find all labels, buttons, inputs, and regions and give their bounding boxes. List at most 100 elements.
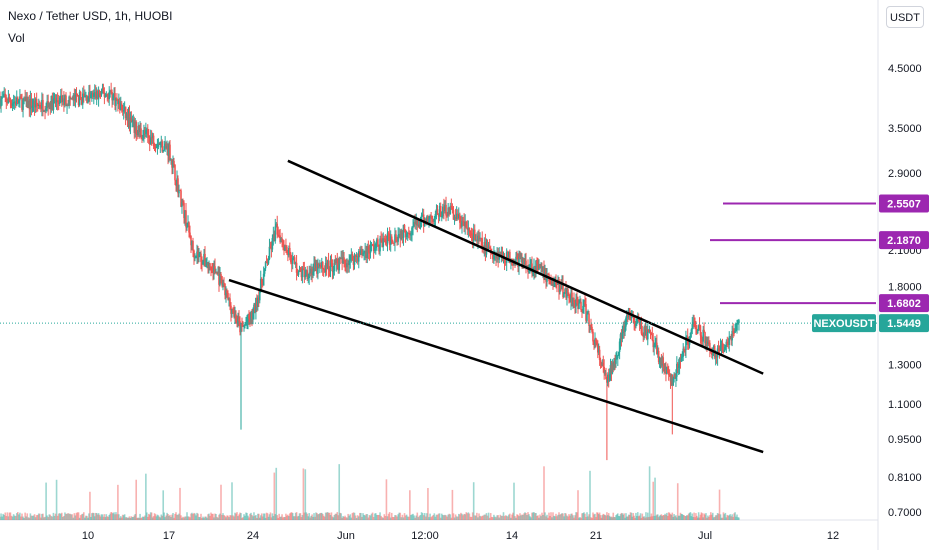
volume-bar [357,516,360,520]
candle-body [175,180,177,186]
volume-bar [344,515,346,520]
candle-body [278,235,280,237]
volume-bar [679,512,682,520]
volume-bar [251,514,253,520]
volume-bar [588,514,590,520]
candle-body [593,341,595,345]
candle-body [136,133,138,136]
candle-body [97,93,100,100]
volume-bar [366,514,369,520]
volume-indicator-label[interactable]: Vol [8,31,25,45]
volume-bar [159,517,162,520]
volume-bar [645,512,647,520]
volume-bar [286,515,288,520]
symbol-title[interactable]: Nexo / Tether USD, 1h, HUOBI [8,9,173,23]
volume-bar [69,513,71,520]
candle-body [4,93,7,98]
candle-body [71,98,74,100]
candle-body [237,318,239,323]
candle-body [133,119,136,133]
volume-bar [413,515,415,520]
candle-body [550,281,552,283]
candle-body [160,141,163,143]
candle-body [524,260,526,265]
volume-bar [403,513,406,520]
candle-body [75,93,78,95]
candle-body [187,222,189,227]
candle-body [565,289,567,298]
candle-body [86,95,88,103]
candle-body [292,257,295,259]
volume-bar [596,512,598,520]
candle-body [353,254,356,265]
volume-bar [320,512,322,520]
volume-bar [224,515,226,520]
volume-bar [242,517,244,520]
volume-bar [200,513,202,520]
candle-body [454,217,457,220]
candle-body [522,258,524,268]
volume-bar [436,514,439,520]
volume-bar [130,516,133,520]
candle-body [285,246,287,248]
candle-body [367,246,370,253]
candle-body [561,283,563,290]
volume-bar [537,515,539,520]
candle-body [125,113,128,118]
candle-body [117,99,119,105]
volume-bar [550,512,552,520]
volume-bar [127,517,130,520]
candle-body [17,97,19,104]
volume-bar [446,516,448,520]
volume-bar [300,517,303,520]
candle-body [624,326,626,333]
candle-body [357,251,360,262]
volume-bar [565,513,567,520]
candle-body [478,235,480,240]
volume-bar [315,512,317,520]
candle-body [311,268,313,276]
volume-bar [587,516,589,520]
volume-bar [488,517,491,520]
candle-body [201,261,203,265]
volume-bar [664,513,666,520]
candle-body [11,103,14,106]
price-unit-button[interactable]: USDT [886,6,924,28]
volume-bar [72,517,75,520]
volume-bar [369,515,372,520]
volume-bar [431,516,433,520]
candle-body [94,92,97,99]
volume-bar [373,513,376,520]
candle-body [432,219,435,222]
volume-bar [451,489,454,520]
candle-body [214,266,216,274]
volume-bar [492,517,494,520]
candle-body [540,267,542,269]
candle-body [595,338,597,343]
volume-bar [621,513,624,520]
volume-bar [216,516,218,520]
volume-bar [728,515,731,520]
candle-body [333,259,336,271]
volume-bar [207,514,209,520]
upper-trendline[interactable] [287,159,764,375]
candle-body [41,99,43,109]
volume-bar [367,517,370,520]
candle-body [312,271,314,276]
volume-bar [282,517,284,520]
volume-bar [656,514,658,520]
candle-body [12,101,15,104]
volume-bar [659,514,662,520]
volume-bar [577,490,579,520]
lower-trendline[interactable] [228,278,764,454]
candle-body [643,327,645,337]
volume-bar [699,514,702,520]
candle-body [90,94,92,99]
volume-bar [609,517,612,520]
volume-bar [21,513,23,520]
candle-body [216,272,218,275]
candle-body [314,263,316,269]
volume-bar [656,514,659,520]
candle-body [36,104,39,106]
